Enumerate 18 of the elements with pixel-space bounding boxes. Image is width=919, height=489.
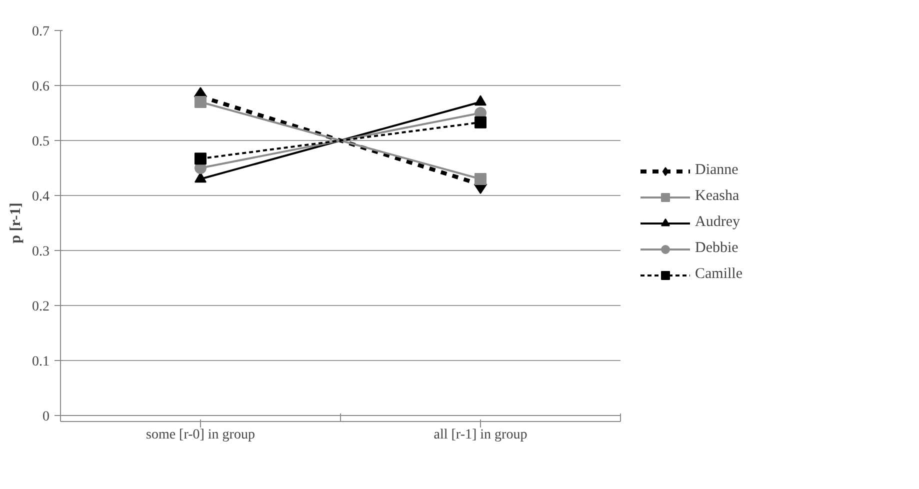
y-tick-label: 0 <box>42 410 50 424</box>
legend-label: Camille <box>695 266 742 283</box>
x-tick-label: all [r-1] in group <box>434 428 528 442</box>
x-tick-label: some [r-0] in group <box>146 428 255 442</box>
y-tick-label: 0.3 <box>32 244 50 260</box>
legend-label: Debbie <box>695 240 738 257</box>
y-axis-title: p [r-1] <box>8 202 24 244</box>
legend-label: Dianne <box>695 162 738 179</box>
y-tick-label: 0.4 <box>32 190 50 204</box>
y-tick-label: 0.2 <box>32 300 50 314</box>
point <box>194 152 206 165</box>
y-tick-label: 0.5 <box>32 134 50 150</box>
y-tick-label: 0.1 <box>32 354 50 370</box>
legend-label: Audrey <box>695 214 740 231</box>
y-tick-label: 0.6 <box>32 80 50 94</box>
y-tick-label: 0.7 <box>32 24 50 40</box>
legend-label: Keasha <box>695 188 740 205</box>
point <box>474 116 486 128</box>
